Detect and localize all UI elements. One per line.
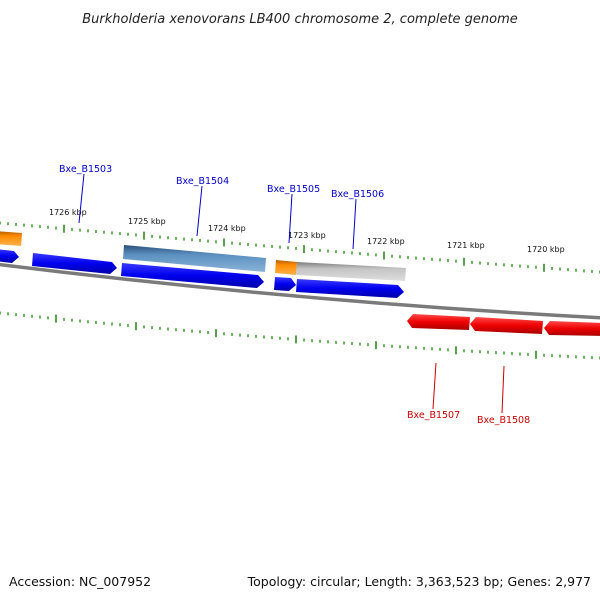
gene-arrow-forward[interactable] [296,279,404,298]
gene-labels: Bxe_B1503 Bxe_B1504 Bxe_B1505 Bxe_B1506 … [59,164,530,426]
forward-gene-track [0,249,404,298]
gene-label-bxe-b1508[interactable]: Bxe_B1508 [477,415,530,426]
kbp-label: 1724 kbp [208,224,246,233]
gene-arrow-forward[interactable] [121,263,264,288]
feature-bar-orange[interactable] [0,231,22,246]
kbp-label: 1726 kbp [49,208,87,217]
topology-text: Topology: circular; Length: 3,363,523 bp… [247,574,591,589]
gene-arrow-forward[interactable] [32,253,117,274]
gene-label-bxe-b1503[interactable]: Bxe_B1503 [59,164,112,175]
gene-label-bxe-b1504[interactable]: Bxe_B1504 [176,176,229,187]
kbp-scale-labels: 1726 kbp 1725 kbp 1724 kbp 1723 kbp 1722… [49,208,565,254]
kbp-label: 1723 kbp [288,231,326,240]
feature-bar-grey[interactable] [296,262,406,281]
feature-bar-blue[interactable] [123,245,266,272]
outer-tick-track [0,221,600,274]
gene-arrow-forward[interactable] [274,277,296,291]
gene-arrow-reverse[interactable] [470,317,543,334]
kbp-label: 1720 kbp [527,245,565,254]
gene-arrow-forward[interactable] [0,249,19,263]
kbp-label: 1722 kbp [367,237,405,246]
gene-label-bxe-b1506[interactable]: Bxe_B1506 [331,189,384,200]
kbp-label: 1725 kbp [128,217,166,226]
feature-bar-orange[interactable] [275,260,297,275]
inner-tick-track [0,311,600,360]
kbp-label: 1721 kbp [447,241,485,250]
map-title: Burkholderia xenovorans LB400 chromosome… [82,12,518,27]
label-leader-lines [78,173,505,414]
gene-label-bxe-b1505[interactable]: Bxe_B1505 [267,184,320,195]
gene-arrow-reverse[interactable] [544,321,600,336]
reverse-gene-track [407,314,600,336]
feature-track [0,231,406,281]
gene-arrow-reverse[interactable] [407,314,470,330]
accession-text: Accession: NC_007952 [9,574,151,589]
genome-backbone [0,262,600,320]
gene-label-bxe-b1507[interactable]: Bxe_B1507 [407,410,460,421]
